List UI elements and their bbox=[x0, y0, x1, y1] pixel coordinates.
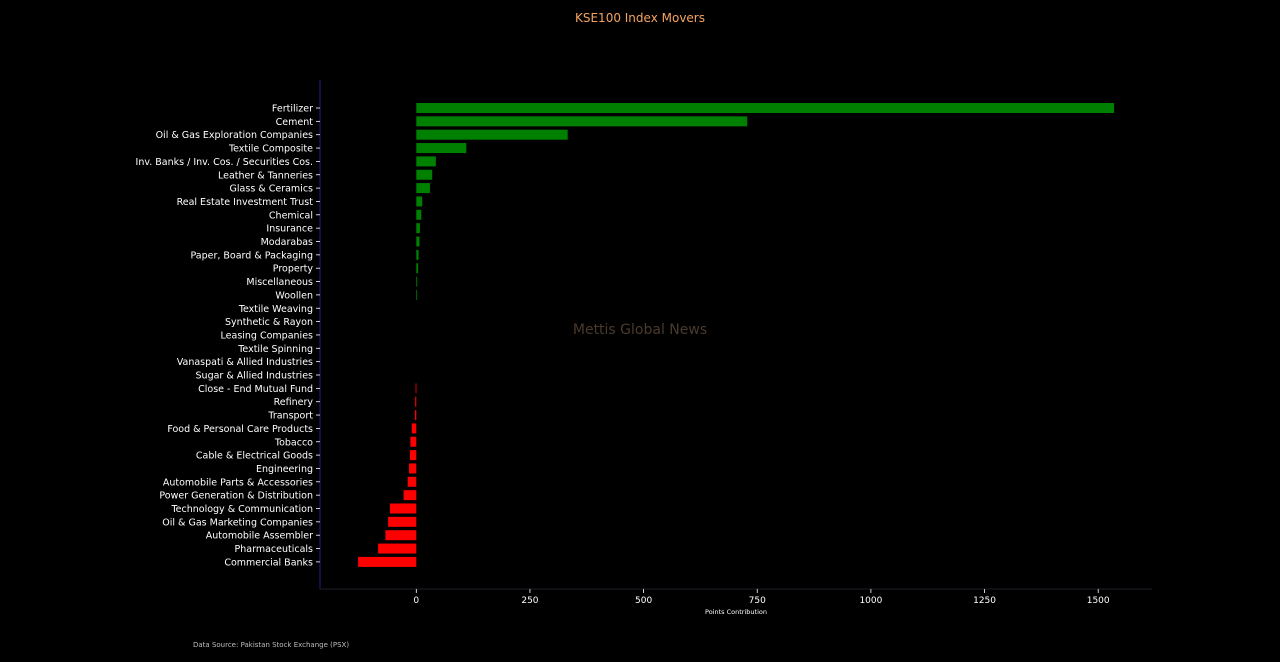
y-tick-label: Transport bbox=[267, 411, 313, 422]
x-tick-label: 1000 bbox=[859, 596, 882, 606]
y-tick-label: Oil & Gas Marketing Companies bbox=[162, 517, 313, 528]
bar bbox=[416, 276, 418, 287]
bar bbox=[416, 116, 748, 127]
y-tick-label: Fertilizer bbox=[272, 104, 313, 115]
bar bbox=[409, 450, 417, 461]
bar bbox=[416, 129, 568, 140]
y-tick-label: Modarabas bbox=[261, 237, 313, 248]
y-tick-label: Refinery bbox=[274, 397, 314, 408]
y-tick-label: Tobacco bbox=[274, 437, 313, 448]
x-tick-label: 500 bbox=[635, 596, 652, 606]
y-tick-label: Engineering bbox=[256, 464, 313, 475]
bar bbox=[409, 463, 417, 474]
x-tick-label: 250 bbox=[521, 596, 538, 606]
y-tick-label: Automobile Assembler bbox=[206, 531, 313, 542]
bar bbox=[416, 209, 422, 220]
bar bbox=[416, 143, 467, 154]
y-tick-label: Real Estate Investment Trust bbox=[177, 197, 314, 208]
y-tick-label: Inv. Banks / Inv. Cos. / Securities Cos. bbox=[136, 157, 313, 168]
bar bbox=[416, 196, 423, 207]
y-tick-label: Textile Spinning bbox=[237, 344, 313, 355]
bar bbox=[378, 543, 417, 554]
bar bbox=[411, 423, 417, 434]
x-tick-label: 0 bbox=[413, 596, 419, 606]
x-tick-label: 750 bbox=[749, 596, 766, 606]
bar bbox=[416, 289, 418, 300]
y-tick-label: Insurance bbox=[266, 224, 313, 235]
bar bbox=[416, 236, 420, 247]
y-tick-label: Food & Personal Care Products bbox=[167, 424, 313, 435]
y-tick-label: Cable & Electrical Goods bbox=[196, 451, 313, 462]
bars-group bbox=[358, 103, 1115, 567]
x-tick-label: 1250 bbox=[973, 596, 996, 606]
y-tick-label: Oil & Gas Exploration Companies bbox=[156, 130, 313, 141]
bar bbox=[416, 103, 1115, 113]
y-tick-label: Chemical bbox=[269, 210, 313, 221]
x-tick-labels: 0 250 500 750 1000 1250 1500 bbox=[413, 589, 1110, 606]
bar bbox=[416, 169, 433, 180]
y-tick-label: Commercial Banks bbox=[224, 557, 313, 568]
y-tick-label: Synthetic & Rayon bbox=[225, 317, 313, 328]
y-tick-label: Property bbox=[273, 264, 314, 275]
y-tick-labels: Fertilizer Cement Oil & Gas Exploration Co… bbox=[136, 104, 320, 568]
y-tick-label: Leasing Companies bbox=[221, 330, 314, 341]
y-tick-label: Automobile Parts & Accessories bbox=[163, 477, 313, 488]
y-tick-label: Close - End Mutual Fund bbox=[198, 384, 313, 395]
x-axis-label: Points Contribution bbox=[705, 608, 767, 616]
y-tick-label: Textile Weaving bbox=[238, 304, 313, 315]
bar bbox=[416, 249, 419, 260]
bar bbox=[415, 383, 417, 394]
bar bbox=[416, 183, 430, 194]
y-tick-label: Sugar & Allied Industries bbox=[196, 371, 314, 382]
y-tick-label: Woollen bbox=[275, 290, 313, 301]
bar bbox=[358, 556, 417, 567]
y-tick-label: Glass & Ceramics bbox=[230, 184, 313, 195]
data-source-note: Data Source: Pakistan Stock Exchange (PS… bbox=[193, 641, 350, 649]
y-tick-label: Vanaspati & Allied Industries bbox=[177, 357, 313, 368]
y-tick-label: Power Generation & Distribution bbox=[159, 491, 313, 502]
bar bbox=[407, 476, 417, 487]
bar bbox=[416, 156, 436, 167]
bar bbox=[415, 396, 417, 407]
bar bbox=[416, 263, 419, 274]
bar bbox=[389, 503, 417, 514]
bar bbox=[416, 223, 420, 234]
chart-title: KSE100 Index Movers bbox=[574, 11, 705, 25]
bar bbox=[414, 410, 417, 421]
bar bbox=[385, 530, 417, 541]
y-tick-label: Leather & Tanneries bbox=[218, 170, 313, 181]
watermark: Mettis Global News bbox=[573, 322, 707, 338]
x-tick-label: 1500 bbox=[1087, 596, 1110, 606]
bar bbox=[410, 436, 417, 447]
bar bbox=[388, 516, 417, 527]
y-tick-label: Cement bbox=[276, 117, 314, 128]
y-tick-label: Technology & Communication bbox=[170, 504, 313, 515]
y-tick-label: Miscellaneous bbox=[246, 277, 313, 288]
bar bbox=[403, 490, 417, 501]
y-tick-label: Pharmaceuticals bbox=[235, 544, 314, 555]
y-tick-label: Paper, Board & Packaging bbox=[190, 250, 313, 261]
y-tick-label: Textile Composite bbox=[228, 144, 313, 155]
